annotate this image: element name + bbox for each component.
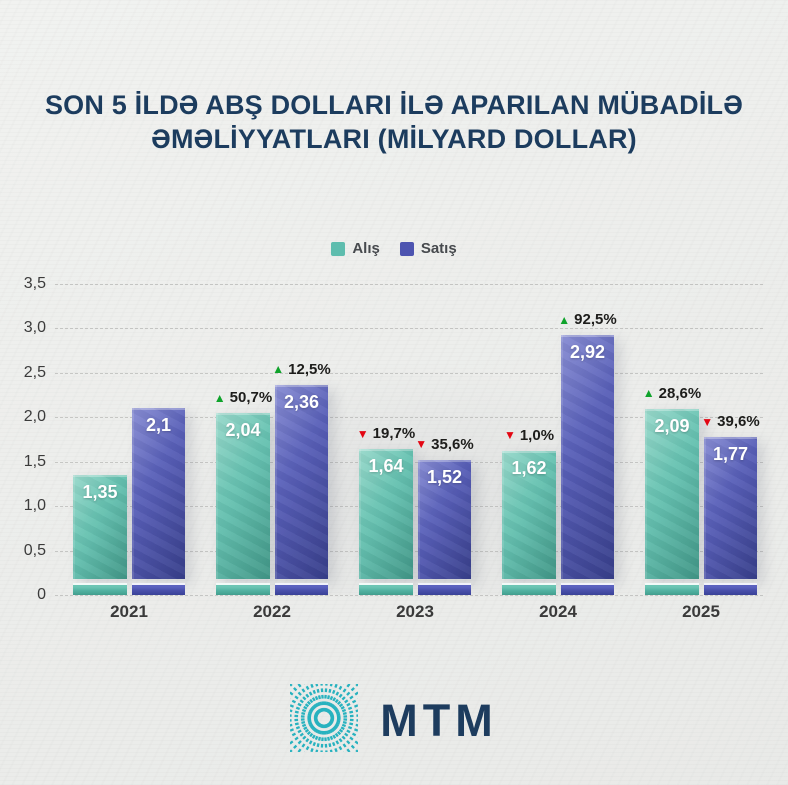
- bar-value-label: 1,64: [368, 456, 404, 477]
- change-percent-label: 19,7%: [372, 425, 416, 443]
- gridline: [55, 372, 763, 374]
- bar-alis-2021: 1,35: [73, 474, 127, 595]
- change-percent-label: 1,0%: [519, 426, 555, 444]
- bar-main-alis-2021: 1,35: [73, 474, 127, 580]
- chart-title-line1: SON 5 İLDƏ ABŞ DOLLARI İLƏ APARILAN MÜBA…: [44, 90, 744, 120]
- legend-item-satis: Satış: [399, 240, 457, 257]
- gridline: [55, 328, 763, 329]
- y-axis-tick-label: 0,5: [23, 541, 46, 559]
- bar-value-label: 2,36: [283, 391, 320, 412]
- legend-label-satis: Satış: [420, 240, 457, 257]
- bar-main-satis-2021: 2,1: [132, 408, 185, 579]
- trend-up-icon: ▲: [213, 390, 226, 405]
- y-axis-tick-label: 0: [37, 586, 46, 603]
- logo-text: MTM: [380, 694, 498, 746]
- change-percent-label: 39,6%: [717, 413, 760, 431]
- bar-alis-2022: 2,04: [216, 413, 270, 595]
- x-axis-year-label: 2022: [253, 602, 291, 621]
- chart-title-line2: ƏMƏLİYYATLARI (MİLYARD DOLLAR): [151, 124, 637, 154]
- bar-base-segment: [704, 582, 757, 595]
- gridline: [55, 417, 763, 418]
- change-percent-label: 28,6%: [658, 384, 702, 402]
- bar-value-label: 2,1: [145, 415, 172, 436]
- bar-satis-2024: 2,92: [561, 335, 614, 595]
- gridline: [55, 595, 763, 596]
- bar-base-segment: [561, 582, 614, 595]
- y-axis-tick-label: 1,0: [23, 497, 46, 514]
- change-badge-satis-2023: ▼ 35,6%: [385, 436, 505, 453]
- mtm-logo: MTM: [0, 680, 788, 760]
- trend-down-icon: ▼: [503, 428, 516, 443]
- bar-satis-2021: 2,1: [132, 408, 185, 595]
- change-badge-satis-2025: ▼ 39,6%: [671, 413, 788, 430]
- bar-alis-2023: 1,64: [359, 449, 413, 595]
- trend-up-icon: ▲: [558, 312, 571, 327]
- change-badge-alis-2025: ▲ 28,6%: [612, 385, 732, 402]
- x-axis-year-label: 2025: [682, 602, 720, 621]
- bar-value-label: 1,35: [82, 481, 118, 502]
- trend-down-icon: ▼: [356, 426, 369, 441]
- bar-main-satis-2022: 2,36: [275, 384, 328, 580]
- change-percent-label: 92,5%: [574, 311, 617, 329]
- bar-base-segment: [275, 582, 328, 595]
- change-badge-alis-2024: ▼ 1,0%: [469, 427, 589, 444]
- change-percent-label: 12,5%: [288, 360, 331, 378]
- change-badge-satis-2024: ▲ 92,5%: [528, 311, 648, 328]
- legend-item-alis: Alış: [331, 240, 380, 257]
- bar-value-label: 1,62: [511, 457, 547, 478]
- bar-value-label: 2,09: [654, 415, 690, 436]
- y-axis-tick-label: 3,5: [23, 274, 46, 292]
- change-percent-label: 35,6%: [431, 435, 474, 453]
- chart-title: SON 5 İLDƏ ABŞ DOLLARI İLƏ APARILAN MÜBA…: [0, 88, 788, 156]
- bar-value-label: 1,52: [426, 466, 463, 487]
- legend: Alış Satış: [0, 240, 788, 257]
- bar-satis-2023: 1,52: [418, 459, 471, 595]
- legend-swatch-alis-icon: [331, 241, 346, 256]
- trend-up-icon: ▲: [642, 386, 655, 401]
- legend-label-alis: Alış: [352, 240, 380, 257]
- bar-base-segment: [216, 582, 270, 595]
- bar-base-segment: [359, 582, 413, 595]
- change-badge-satis-2022: ▲ 12,5%: [242, 361, 362, 378]
- bar-value-label: 1,77: [712, 444, 749, 465]
- bar-base-segment: [132, 582, 185, 595]
- bar-main-alis-2022: 2,04: [216, 413, 270, 579]
- change-badge-alis-2022: ▲ 50,7%: [183, 389, 303, 406]
- y-axis-tick-label: 3,0: [23, 319, 46, 336]
- change-badge-alis-2023: ▼ 19,7%: [326, 425, 446, 442]
- trend-down-icon: ▼: [701, 414, 714, 429]
- bar-main-alis-2025: 2,09: [645, 408, 699, 579]
- bar-main-satis-2023: 1,52: [418, 459, 471, 580]
- x-axis-year-label: 2023: [396, 602, 434, 621]
- change-percent-label: 50,7%: [229, 389, 273, 407]
- bar-base-segment: [502, 582, 556, 595]
- bar-base-segment: [645, 582, 699, 595]
- legend-swatch-satis-icon: [399, 241, 414, 256]
- bar-alis-2024: 1,62: [502, 450, 556, 595]
- y-axis-tick-label: 2,0: [23, 408, 46, 425]
- y-axis-tick-label: 1,5: [23, 452, 46, 470]
- x-axis-year-label: 2024: [539, 602, 577, 621]
- trend-down-icon: ▼: [415, 437, 428, 452]
- trend-up-icon: ▲: [272, 362, 285, 377]
- bar-base-segment: [418, 582, 471, 595]
- bar-value-label: 2,92: [569, 342, 606, 363]
- bar-main-satis-2024: 2,92: [561, 335, 614, 579]
- bar-base-segment: [73, 582, 127, 595]
- bar-satis-2025: 1,77: [704, 437, 757, 595]
- gridline: [55, 283, 763, 285]
- bar-value-label: 2,04: [225, 420, 261, 441]
- bar-satis-2022: 2,36: [275, 384, 328, 595]
- bar-alis-2025: 2,09: [645, 408, 699, 595]
- x-axis-year-label: 2021: [110, 602, 148, 621]
- bar-main-alis-2024: 1,62: [502, 450, 556, 580]
- y-axis-tick-label: 2,5: [23, 363, 46, 381]
- bar-main-alis-2023: 1,64: [359, 449, 413, 579]
- logo-sunburst-icon: [290, 683, 359, 757]
- bar-main-satis-2025: 1,77: [704, 437, 757, 579]
